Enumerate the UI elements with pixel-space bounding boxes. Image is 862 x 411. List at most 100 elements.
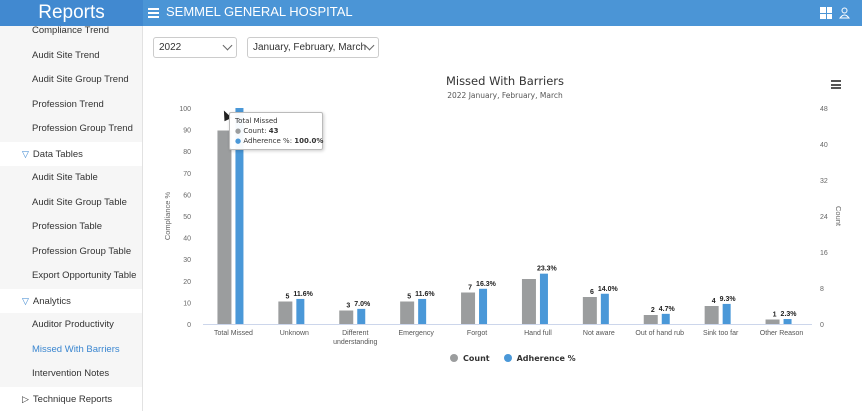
- sidebar-item[interactable]: Export Opportunity Table: [0, 264, 142, 288]
- data-label-count: 2: [651, 307, 655, 314]
- bar-count[interactable]: [765, 319, 780, 325]
- sidebar-item[interactable]: Audit Site Table: [0, 166, 142, 190]
- sidebar-item-label: Analytics: [32, 295, 71, 307]
- bar-count[interactable]: [217, 130, 232, 325]
- tooltip-title: Total Missed: [235, 117, 278, 125]
- bar-count[interactable]: [461, 292, 476, 325]
- chart-title: Missed With Barriers: [445, 74, 565, 88]
- sidebar-item[interactable]: Audit Site Trend: [0, 44, 142, 68]
- year-value: 2022: [159, 42, 182, 53]
- y2-tick-label: 32: [820, 178, 828, 185]
- y2-tick-label: 8: [820, 286, 824, 293]
- sidebar-item[interactable]: Compliance Trend: [0, 26, 142, 43]
- legend-item-count[interactable]: Count: [450, 354, 490, 363]
- y-tick-label: 80: [183, 149, 191, 156]
- y-tick-label: 10: [183, 300, 191, 307]
- bar-adherence[interactable]: [783, 319, 792, 324]
- bar-count[interactable]: [521, 279, 536, 324]
- user-icon[interactable]: [839, 7, 850, 19]
- legend-dot-icon: [450, 354, 458, 362]
- y2-axis-label: Count: [834, 206, 843, 227]
- bar-adherence[interactable]: [722, 303, 731, 324]
- sidebar-item-label: Auditor Productivity: [32, 319, 114, 330]
- bar-count[interactable]: [400, 301, 415, 325]
- sidebar-item[interactable]: Auditor Productivity: [0, 313, 142, 337]
- bar-count[interactable]: [643, 315, 658, 324]
- x-tick-label: Out of hand rub: [635, 330, 684, 337]
- data-label-adherence: 9.3%: [720, 296, 737, 303]
- sidebar-item-label: Compliance Trend: [32, 26, 110, 36]
- bar-count[interactable]: [278, 301, 293, 325]
- sidebar-item[interactable]: Audit Site Group Table: [0, 191, 142, 215]
- y-tick-label: 100: [179, 106, 191, 113]
- legend-item-adherence[interactable]: Adherence %: [503, 354, 576, 363]
- sidebar-item-label: Audit Site Trend: [32, 49, 100, 61]
- sidebar-item-label: Technique Reports: [32, 393, 113, 405]
- sidebar-item[interactable]: ▽ Analytics: [0, 288, 142, 313]
- y-tick-label: 40: [183, 236, 191, 243]
- data-label-count: 5: [285, 294, 289, 301]
- x-tick-label: Emergency: [398, 330, 434, 337]
- data-label-count: 4: [712, 298, 716, 305]
- tooltip-count-label: Count:: [243, 127, 269, 135]
- x-tick-label: Not aware: [583, 330, 615, 337]
- sidebar-item[interactable]: Profession Group Table: [0, 240, 142, 264]
- chart-menu-icon[interactable]: [831, 80, 841, 89]
- sidebar: Compliance Trend Audit Site Trend Audit Si…: [0, 26, 143, 411]
- sidebar-item[interactable]: Profession Table: [0, 215, 142, 239]
- bar-adherence[interactable]: [539, 273, 548, 324]
- bar-count[interactable]: [704, 306, 719, 324]
- bar-adherence[interactable]: [235, 108, 244, 324]
- data-label-adherence: 11.6%: [415, 291, 435, 298]
- bar-adherence[interactable]: [600, 293, 609, 324]
- x-tick-label: Unknown: [280, 330, 309, 337]
- y-tick-label: 30: [183, 257, 191, 264]
- data-label-adherence: 23.3%: [537, 266, 558, 273]
- y-tick-label: 90: [183, 128, 191, 135]
- top-bar: Reports SEMMEL GENERAL HOSPITAL: [0, 0, 862, 26]
- menu-icon[interactable]: [148, 8, 159, 18]
- tooltip-adh-label: Adherence %:: [243, 137, 295, 145]
- year-select[interactable]: 2022: [153, 37, 237, 58]
- x-tick-label: Other Reason: [760, 330, 804, 337]
- bar-adherence[interactable]: [418, 298, 427, 324]
- bar-adherence[interactable]: [296, 298, 305, 324]
- bar-count[interactable]: [582, 297, 597, 324]
- y2-tick-label: 40: [820, 142, 828, 149]
- sidebar-item[interactable]: Intervention Notes: [0, 362, 142, 386]
- sidebar-item-label: Profession Group Trend: [32, 123, 133, 134]
- y-tick-label: 50: [183, 214, 191, 221]
- data-label-adherence: 4.7%: [659, 306, 676, 313]
- data-label-count: 5: [407, 294, 411, 301]
- sidebar-item[interactable]: ▷ Technique Reports: [0, 386, 142, 411]
- months-select[interactable]: January, February, March: [247, 37, 379, 58]
- y2-tick-label: 0: [820, 322, 824, 329]
- sidebar-item[interactable]: ▽ Data Tables: [0, 141, 142, 166]
- sidebar-item[interactable]: Profession Trend: [0, 93, 142, 117]
- data-label-adherence: 16.3%: [476, 281, 497, 288]
- grid-icon[interactable]: [820, 7, 832, 19]
- y-tick-label: 20: [183, 279, 191, 286]
- sidebar-item[interactable]: Missed With Barriers: [0, 338, 142, 362]
- data-label-count: 3: [346, 303, 350, 310]
- data-label-count: 7: [468, 285, 472, 292]
- sidebar-item-label: Profession Trend: [32, 98, 104, 110]
- sidebar-item-label: Audit Site Group Table: [32, 196, 127, 208]
- sidebar-item-label: Audit Site Group Trend: [32, 74, 129, 85]
- sidebar-item-label: Profession Table: [32, 221, 103, 232]
- bar-adherence[interactable]: [661, 313, 670, 324]
- hospital-name: SEMMEL GENERAL HOSPITAL: [166, 4, 353, 19]
- bar-adherence[interactable]: [357, 308, 366, 324]
- sidebar-item-label: Profession Group Table: [32, 245, 132, 257]
- sidebar-item[interactable]: Audit Site Group Trend: [0, 68, 142, 92]
- data-label-count: 1: [773, 312, 777, 319]
- bar-count[interactable]: [339, 310, 354, 325]
- y-tick-label: 0: [187, 322, 191, 329]
- x-tick-label: Forgot: [467, 330, 487, 337]
- data-label-adherence: 7.0%: [354, 301, 371, 308]
- sidebar-item[interactable]: Profession Group Trend: [0, 117, 142, 141]
- app-title: Reports: [0, 0, 143, 26]
- y-axis-label: Compliance %: [163, 191, 172, 240]
- bar-adherence[interactable]: [479, 288, 488, 324]
- data-label-count: 6: [590, 289, 594, 296]
